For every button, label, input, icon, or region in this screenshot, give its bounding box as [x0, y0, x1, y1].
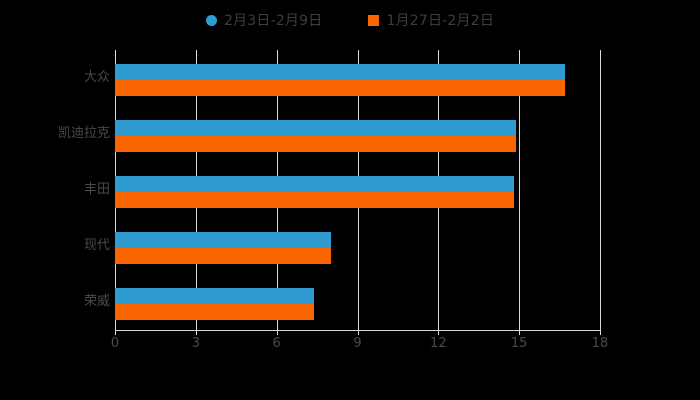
y-axis-label-2: 丰田	[83, 182, 110, 197]
gridline-x-18	[600, 50, 601, 330]
legend-label-series-0: 2月3日-2月9日	[223, 13, 323, 29]
x-tick-label-12: 12	[430, 336, 447, 351]
gridline-x-15	[519, 50, 521, 330]
x-tick-label-3: 3	[191, 336, 200, 351]
x-tick-label-0: 0	[110, 336, 120, 351]
bar-0[interactable]	[115, 64, 565, 80]
legend-circle-marker-icon	[205, 14, 217, 26]
y-axis-label-1: 凯迪拉克	[57, 126, 110, 141]
tick-mark-x-9	[357, 330, 359, 335]
plot-area	[115, 50, 601, 335]
legend-item-series-0[interactable]: 2月3日-2月9日	[205, 10, 323, 30]
x-tick-label-6: 6	[272, 336, 281, 351]
bar-0[interactable]	[115, 232, 331, 248]
y-axis-label-4: 荣威	[83, 294, 110, 309]
x-tick-label-9: 9	[353, 336, 362, 351]
tick-mark-x-15	[519, 330, 521, 335]
bar-group	[115, 162, 600, 218]
bar-1[interactable]	[115, 304, 315, 320]
chart-legend: 2月3日-2月9日 1月27日-2月2日	[0, 8, 700, 32]
legend-square-marker-icon	[368, 14, 380, 26]
x-tick-label-18: 18	[591, 336, 609, 351]
legend-item-series-1[interactable]: 1月27日-2月2日	[368, 10, 494, 30]
bar-group	[115, 106, 600, 162]
bar-0[interactable]	[115, 288, 315, 304]
bar-1[interactable]	[115, 192, 514, 208]
tick-mark-x-0	[115, 330, 116, 335]
legend-label-series-1: 1月27日-2月2日	[386, 13, 495, 29]
bar-group	[115, 50, 600, 106]
bar-group	[115, 218, 600, 274]
y-axis-label-3: 现代	[83, 238, 110, 253]
tick-mark-x-3	[195, 330, 197, 335]
bar-group	[115, 274, 600, 330]
bar-1[interactable]	[115, 136, 517, 152]
bar-0[interactable]	[115, 120, 517, 136]
bar-1[interactable]	[115, 80, 565, 96]
tick-mark-x-18	[600, 330, 601, 335]
y-axis-label-0: 大众	[83, 70, 110, 85]
bar-1[interactable]	[115, 248, 331, 264]
bar-0[interactable]	[115, 176, 514, 192]
tick-mark-x-12	[438, 330, 440, 335]
tick-mark-x-6	[276, 330, 278, 335]
x-tick-label-15: 15	[510, 336, 528, 351]
